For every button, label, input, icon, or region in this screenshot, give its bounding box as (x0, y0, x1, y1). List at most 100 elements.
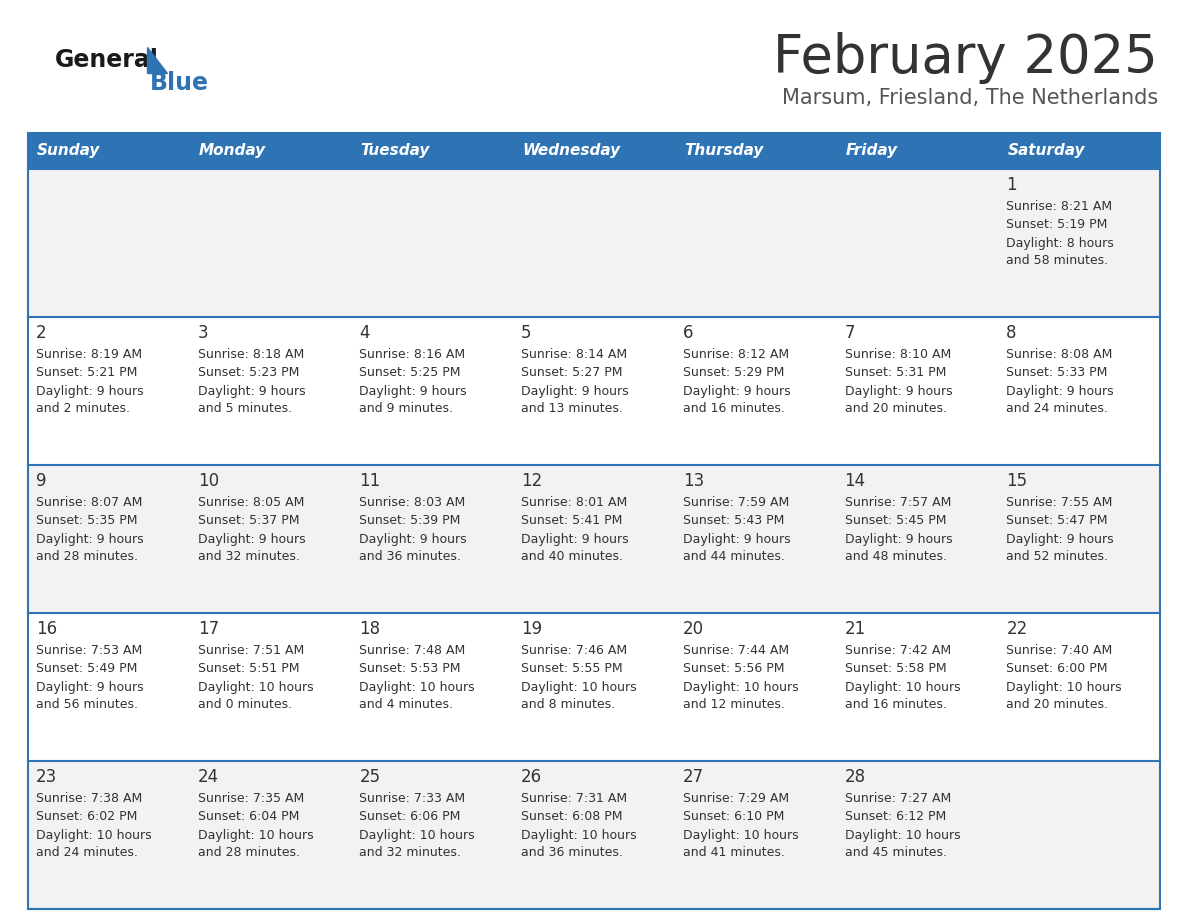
Text: and 16 minutes.: and 16 minutes. (845, 699, 947, 711)
Text: Sunset: 6:06 PM: Sunset: 6:06 PM (360, 811, 461, 823)
Text: Daylight: 10 hours: Daylight: 10 hours (845, 829, 960, 842)
Text: and 32 minutes.: and 32 minutes. (360, 846, 461, 859)
Text: Sunrise: 8:08 AM: Sunrise: 8:08 AM (1006, 349, 1113, 362)
Text: February 2025: February 2025 (773, 32, 1158, 84)
Text: Sunset: 5:43 PM: Sunset: 5:43 PM (683, 514, 784, 528)
Text: and 4 minutes.: and 4 minutes. (360, 699, 454, 711)
Text: Sunrise: 8:10 AM: Sunrise: 8:10 AM (845, 349, 950, 362)
Text: 14: 14 (845, 472, 866, 490)
Text: Sunrise: 7:42 AM: Sunrise: 7:42 AM (845, 644, 950, 657)
Text: Sunrise: 7:46 AM: Sunrise: 7:46 AM (522, 644, 627, 657)
Text: 13: 13 (683, 472, 704, 490)
Text: Sunset: 5:51 PM: Sunset: 5:51 PM (197, 663, 299, 676)
Text: and 2 minutes.: and 2 minutes. (36, 402, 129, 416)
Text: 24: 24 (197, 768, 219, 786)
Text: Sunday: Sunday (37, 143, 100, 159)
Text: and 32 minutes.: and 32 minutes. (197, 551, 299, 564)
Text: and 5 minutes.: and 5 minutes. (197, 402, 292, 416)
Text: 18: 18 (360, 620, 380, 638)
Text: Sunrise: 7:33 AM: Sunrise: 7:33 AM (360, 792, 466, 805)
FancyBboxPatch shape (29, 169, 1159, 317)
Text: Sunset: 6:12 PM: Sunset: 6:12 PM (845, 811, 946, 823)
Text: Sunrise: 8:14 AM: Sunrise: 8:14 AM (522, 349, 627, 362)
Text: Sunrise: 8:18 AM: Sunrise: 8:18 AM (197, 349, 304, 362)
Text: Sunrise: 7:57 AM: Sunrise: 7:57 AM (845, 497, 950, 509)
Text: Sunset: 5:33 PM: Sunset: 5:33 PM (1006, 366, 1107, 379)
Text: and 44 minutes.: and 44 minutes. (683, 551, 785, 564)
Text: and 8 minutes.: and 8 minutes. (522, 699, 615, 711)
Text: Sunrise: 7:44 AM: Sunrise: 7:44 AM (683, 644, 789, 657)
Text: 27: 27 (683, 768, 704, 786)
Text: Daylight: 9 hours: Daylight: 9 hours (845, 385, 953, 397)
Text: 19: 19 (522, 620, 542, 638)
Text: and 9 minutes.: and 9 minutes. (360, 402, 454, 416)
Text: Sunset: 5:58 PM: Sunset: 5:58 PM (845, 663, 946, 676)
Text: Sunset: 5:55 PM: Sunset: 5:55 PM (522, 663, 623, 676)
Text: Sunrise: 7:38 AM: Sunrise: 7:38 AM (36, 792, 143, 805)
Text: Marsum, Friesland, The Netherlands: Marsum, Friesland, The Netherlands (782, 88, 1158, 108)
Text: 16: 16 (36, 620, 57, 638)
Text: and 12 minutes.: and 12 minutes. (683, 699, 785, 711)
FancyBboxPatch shape (29, 133, 1159, 169)
Text: Sunrise: 7:51 AM: Sunrise: 7:51 AM (197, 644, 304, 657)
Text: Sunset: 5:49 PM: Sunset: 5:49 PM (36, 663, 138, 676)
Text: Sunset: 5:29 PM: Sunset: 5:29 PM (683, 366, 784, 379)
Text: 1: 1 (1006, 176, 1017, 194)
Text: Sunrise: 8:07 AM: Sunrise: 8:07 AM (36, 497, 143, 509)
Text: Sunset: 5:53 PM: Sunset: 5:53 PM (360, 663, 461, 676)
Text: and 40 minutes.: and 40 minutes. (522, 551, 624, 564)
Text: Sunrise: 7:48 AM: Sunrise: 7:48 AM (360, 644, 466, 657)
Text: Daylight: 10 hours: Daylight: 10 hours (197, 680, 314, 693)
Text: Daylight: 8 hours: Daylight: 8 hours (1006, 237, 1114, 250)
Text: and 58 minutes.: and 58 minutes. (1006, 254, 1108, 267)
Text: Daylight: 9 hours: Daylight: 9 hours (683, 532, 790, 545)
Text: and 24 minutes.: and 24 minutes. (36, 846, 138, 859)
Text: 10: 10 (197, 472, 219, 490)
Text: Daylight: 9 hours: Daylight: 9 hours (36, 532, 144, 545)
Text: Daylight: 9 hours: Daylight: 9 hours (36, 385, 144, 397)
Text: and 13 minutes.: and 13 minutes. (522, 402, 623, 416)
Text: 6: 6 (683, 324, 694, 342)
Text: Thursday: Thursday (684, 143, 763, 159)
Text: Daylight: 9 hours: Daylight: 9 hours (683, 385, 790, 397)
Text: Tuesday: Tuesday (360, 143, 430, 159)
Text: 23: 23 (36, 768, 57, 786)
Text: Daylight: 9 hours: Daylight: 9 hours (522, 385, 628, 397)
FancyBboxPatch shape (29, 613, 1159, 761)
Text: Daylight: 9 hours: Daylight: 9 hours (197, 385, 305, 397)
Text: Sunrise: 7:55 AM: Sunrise: 7:55 AM (1006, 497, 1113, 509)
Text: Sunset: 5:47 PM: Sunset: 5:47 PM (1006, 514, 1107, 528)
Text: and 36 minutes.: and 36 minutes. (360, 551, 461, 564)
Text: Daylight: 10 hours: Daylight: 10 hours (360, 680, 475, 693)
Text: Daylight: 10 hours: Daylight: 10 hours (36, 829, 152, 842)
Text: and 16 minutes.: and 16 minutes. (683, 402, 785, 416)
Text: Monday: Monday (198, 143, 266, 159)
Text: Daylight: 10 hours: Daylight: 10 hours (360, 829, 475, 842)
Text: Sunset: 6:02 PM: Sunset: 6:02 PM (36, 811, 138, 823)
Text: Sunrise: 7:29 AM: Sunrise: 7:29 AM (683, 792, 789, 805)
Text: Sunrise: 8:03 AM: Sunrise: 8:03 AM (360, 497, 466, 509)
Text: Daylight: 9 hours: Daylight: 9 hours (845, 532, 953, 545)
Text: Sunrise: 8:01 AM: Sunrise: 8:01 AM (522, 497, 627, 509)
Text: 17: 17 (197, 620, 219, 638)
Text: Sunset: 5:37 PM: Sunset: 5:37 PM (197, 514, 299, 528)
Text: 3: 3 (197, 324, 208, 342)
Text: 25: 25 (360, 768, 380, 786)
Text: and 36 minutes.: and 36 minutes. (522, 846, 623, 859)
Text: 9: 9 (36, 472, 46, 490)
Text: 22: 22 (1006, 620, 1028, 638)
Text: Daylight: 9 hours: Daylight: 9 hours (360, 385, 467, 397)
Text: Sunset: 5:25 PM: Sunset: 5:25 PM (360, 366, 461, 379)
Text: Blue: Blue (150, 71, 209, 95)
FancyBboxPatch shape (29, 465, 1159, 613)
Text: 26: 26 (522, 768, 542, 786)
Text: Sunset: 5:31 PM: Sunset: 5:31 PM (845, 366, 946, 379)
Text: Sunset: 5:45 PM: Sunset: 5:45 PM (845, 514, 946, 528)
Text: and 24 minutes.: and 24 minutes. (1006, 402, 1108, 416)
Text: and 56 minutes.: and 56 minutes. (36, 699, 138, 711)
Text: Sunset: 6:08 PM: Sunset: 6:08 PM (522, 811, 623, 823)
Text: Daylight: 9 hours: Daylight: 9 hours (1006, 385, 1114, 397)
FancyBboxPatch shape (29, 761, 1159, 909)
Text: Sunrise: 7:27 AM: Sunrise: 7:27 AM (845, 792, 950, 805)
Text: Sunset: 5:56 PM: Sunset: 5:56 PM (683, 663, 784, 676)
